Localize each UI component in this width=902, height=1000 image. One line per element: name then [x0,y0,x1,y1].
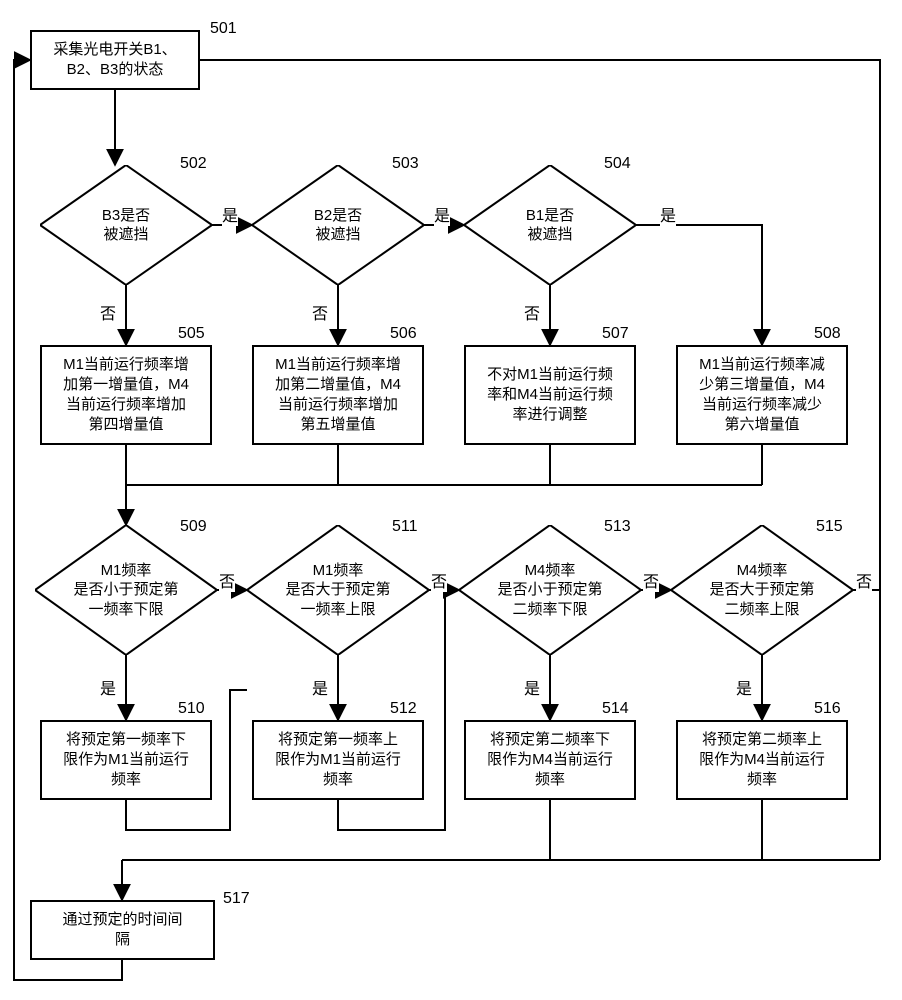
node-504-text: B1是否被遮挡 [526,206,574,245]
ref-501: 501 [210,20,237,38]
node-505-text: M1当前运行频率增加第一增量值，M4当前运行频率增加第四增量值 [63,355,189,436]
node-517-text: 通过预定的时间间隔 [62,910,182,951]
label-504-no: 否 [524,300,540,324]
label-503-no: 否 [312,300,328,324]
label-502-yes: 是 [222,202,238,226]
node-510-text: 将预定第一频率下限作为M1当前运行频率 [63,730,189,791]
node-517: 通过预定的时间间隔 [30,900,215,960]
node-507: 不对M1当前运行频率和M4当前运行频率进行调整 [464,345,636,445]
node-513-text: M4频率是否小于预定第二频率下限 [497,561,602,620]
node-512: 将预定第一频率上限作为M1当前运行频率 [252,720,424,800]
node-503-text: B2是否被遮挡 [314,206,362,245]
label-503-yes: 是 [434,202,450,226]
node-508-text: M1当前运行频率减少第三增量值，M4当前运行频率减少第六增量值 [699,355,825,436]
node-516-text: 将预定第二频率上限作为M4当前运行频率 [699,730,825,791]
label-515-yes: 是 [736,675,752,699]
ref-505: 505 [178,325,205,343]
node-501-text: 采集光电开关B1、B2、B3的状态 [53,40,176,81]
node-515-text: M4频率是否大于预定第二频率上限 [709,561,814,620]
label-511-no: 否 [431,568,447,592]
label-513-yes: 是 [524,675,540,699]
node-504: B1是否被遮挡 [464,165,636,285]
node-506-text: M1当前运行频率增加第二增量值，M4当前运行频率增加第五增量值 [275,355,401,436]
label-509-no: 否 [219,568,235,592]
ref-506: 506 [390,325,417,343]
node-511-text: M1频率是否大于预定第一频率上限 [285,561,390,620]
node-513: M4频率是否小于预定第二频率下限 [459,525,641,655]
node-505: M1当前运行频率增加第一增量值，M4当前运行频率增加第四增量值 [40,345,212,445]
node-503: B2是否被遮挡 [252,165,424,285]
ref-511: 511 [392,518,418,536]
ref-502: 502 [180,155,207,173]
node-502: B3是否被遮挡 [40,165,212,285]
label-509-yes: 是 [100,675,116,699]
node-515: M4频率是否大于预定第二频率上限 [671,525,853,655]
node-516: 将预定第二频率上限作为M4当前运行频率 [676,720,848,800]
label-504-yes: 是 [660,202,676,226]
node-509: M1频率是否小于预定第一频率下限 [35,525,217,655]
node-514-text: 将预定第二频率下限作为M4当前运行频率 [487,730,613,791]
ref-509: 509 [180,518,207,536]
ref-514: 514 [602,700,629,718]
node-508: M1当前运行频率减少第三增量值，M4当前运行频率减少第六增量值 [676,345,848,445]
ref-504: 504 [604,155,631,173]
ref-507: 507 [602,325,629,343]
node-506: M1当前运行频率增加第二增量值，M4当前运行频率增加第五增量值 [252,345,424,445]
ref-503: 503 [392,155,419,173]
flowchart-canvas: 采集光电开关B1、B2、B3的状态 501 M1当前运行频率增加第一增量值，M4… [0,0,902,1000]
node-501: 采集光电开关B1、B2、B3的状态 [30,30,200,90]
ref-510: 510 [178,700,205,718]
node-510: 将预定第一频率下限作为M1当前运行频率 [40,720,212,800]
ref-515: 515 [816,518,843,536]
node-507-text: 不对M1当前运行频率和M4当前运行频率进行调整 [487,365,613,426]
label-513-no: 否 [643,568,659,592]
ref-508: 508 [814,325,841,343]
node-512-text: 将预定第一频率上限作为M1当前运行频率 [275,730,401,791]
node-511: M1频率是否大于预定第一频率上限 [247,525,429,655]
ref-513: 513 [604,518,631,536]
node-514: 将预定第二频率下限作为M4当前运行频率 [464,720,636,800]
ref-517: 517 [223,890,250,908]
node-502-text: B3是否被遮挡 [102,206,150,245]
ref-516: 516 [814,700,841,718]
node-509-text: M1频率是否小于预定第一频率下限 [73,561,178,620]
label-515-no: 否 [856,568,872,592]
label-511-yes: 是 [312,675,328,699]
ref-512: 512 [390,700,417,718]
edges-layer [0,0,902,1000]
label-502-no: 否 [100,300,116,324]
